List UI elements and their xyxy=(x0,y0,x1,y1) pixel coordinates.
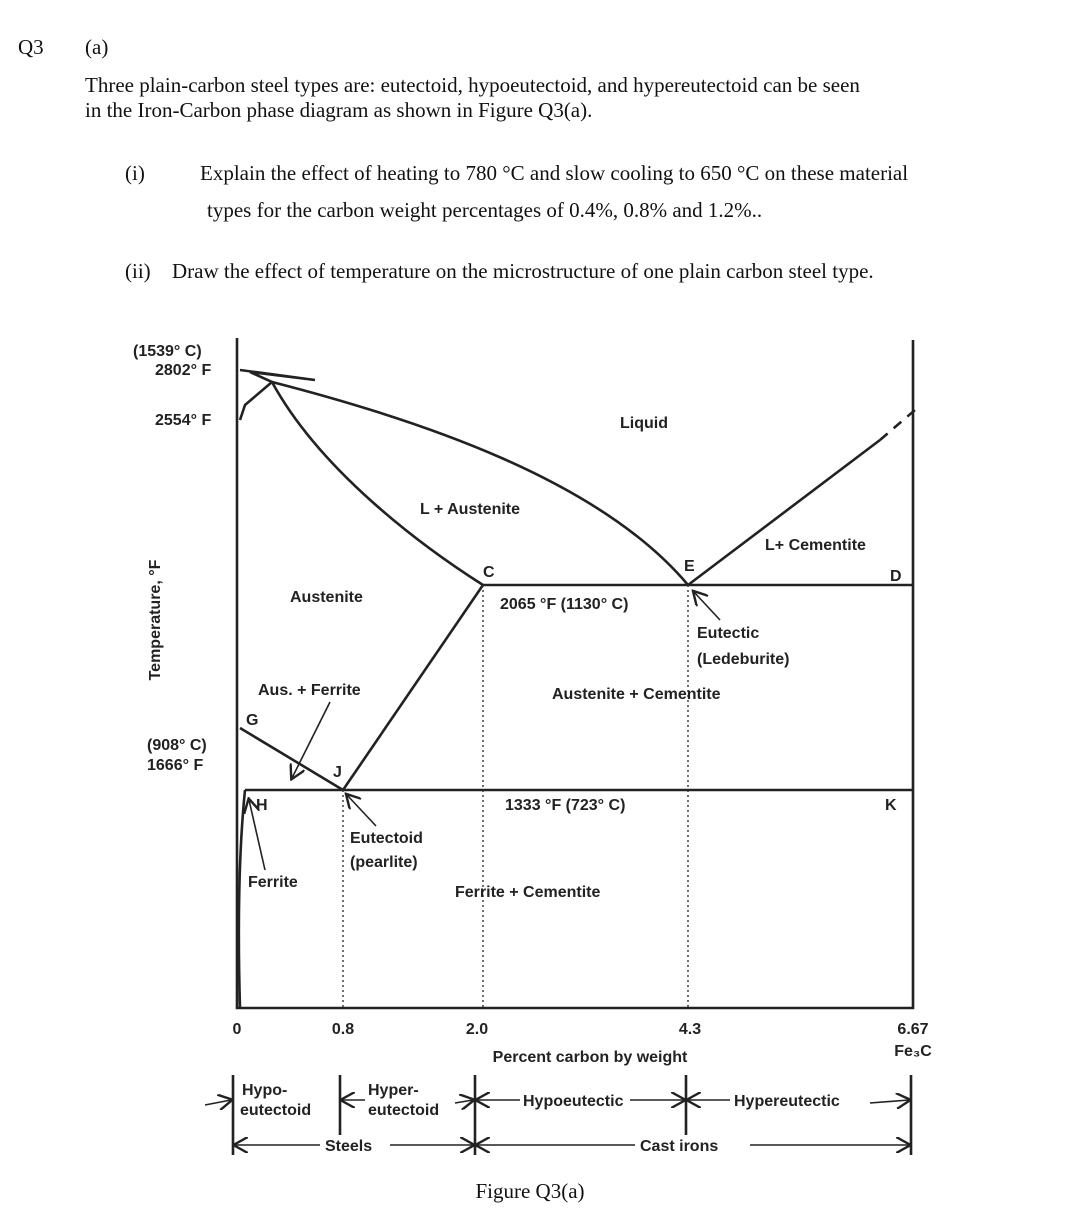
point-label: E xyxy=(684,558,695,575)
point-label: D xyxy=(890,568,902,585)
class-label: Cast irons xyxy=(640,1138,718,1155)
y-axis-label: Temperature, °F xyxy=(147,559,164,680)
x-tick: Fe₃C xyxy=(894,1043,932,1060)
class-label: Hypo- xyxy=(242,1082,287,1099)
temp-label: (1539° C) xyxy=(133,343,202,360)
class-label: Steels xyxy=(325,1138,372,1155)
point-label: G xyxy=(246,712,258,729)
point-label: J xyxy=(333,764,342,781)
annotation: Eutectic xyxy=(697,625,759,642)
temp-label: 2802° F xyxy=(155,362,211,379)
temp-label: 2554° F xyxy=(155,412,211,429)
item-text: types for the carbon weight percentages … xyxy=(207,198,762,222)
annotation: Eutectoid xyxy=(350,830,423,847)
temp-label: (908° C) xyxy=(147,737,207,754)
region-label: Liquid xyxy=(620,415,668,432)
point-label: C xyxy=(483,564,495,581)
region-label: Austenite + Cementite xyxy=(552,686,721,703)
item-label: (ii) xyxy=(125,259,151,283)
intro-line: in the Iron-Carbon phase diagram as show… xyxy=(85,98,592,122)
annotation: 2065 °F (1130° C) xyxy=(500,596,628,613)
region-label: Ferrite + Cementite xyxy=(455,884,600,901)
annotation: (Ledeburite) xyxy=(697,651,789,668)
item-label: (i) xyxy=(125,161,145,185)
temp-label: 1666° F xyxy=(147,757,203,774)
region-label: Aus. + Ferrite xyxy=(258,682,361,699)
class-label: Hypoeutectic xyxy=(523,1093,624,1110)
annotation: 1333 °F (723° C) xyxy=(505,797,625,814)
region-label: L+ Cementite xyxy=(765,537,866,554)
question-number: Q3 xyxy=(18,35,44,59)
class-label: Hypereutectic xyxy=(734,1093,840,1110)
region-label: Austenite xyxy=(290,589,363,606)
annotation: (pearlite) xyxy=(350,854,418,871)
item-text: Explain the effect of heating to 780 °C … xyxy=(200,161,908,185)
class-label: eutectoid xyxy=(368,1102,439,1119)
point-label: H xyxy=(256,797,268,814)
region-label: Ferrite xyxy=(248,874,298,891)
item-text: Draw the effect of temperature on the mi… xyxy=(172,259,874,283)
part-label: (a) xyxy=(85,35,108,59)
region-label: L + Austenite xyxy=(420,501,520,518)
phase-diagram-lines xyxy=(204,338,916,1155)
point-label: K xyxy=(885,797,897,814)
class-label: Hyper- xyxy=(368,1082,419,1099)
x-tick: 0.8 xyxy=(332,1021,354,1038)
x-axis-label: Percent carbon by weight xyxy=(493,1049,688,1066)
x-tick: 6.67 xyxy=(897,1021,928,1038)
x-tick: 2.0 xyxy=(466,1021,488,1038)
x-tick: 0 xyxy=(233,1021,242,1038)
x-tick: 4.3 xyxy=(679,1021,701,1038)
figure-caption: Figure Q3(a) xyxy=(475,1179,584,1203)
intro-line: Three plain-carbon steel types are: eute… xyxy=(85,73,860,97)
class-label: eutectoid xyxy=(240,1102,311,1119)
